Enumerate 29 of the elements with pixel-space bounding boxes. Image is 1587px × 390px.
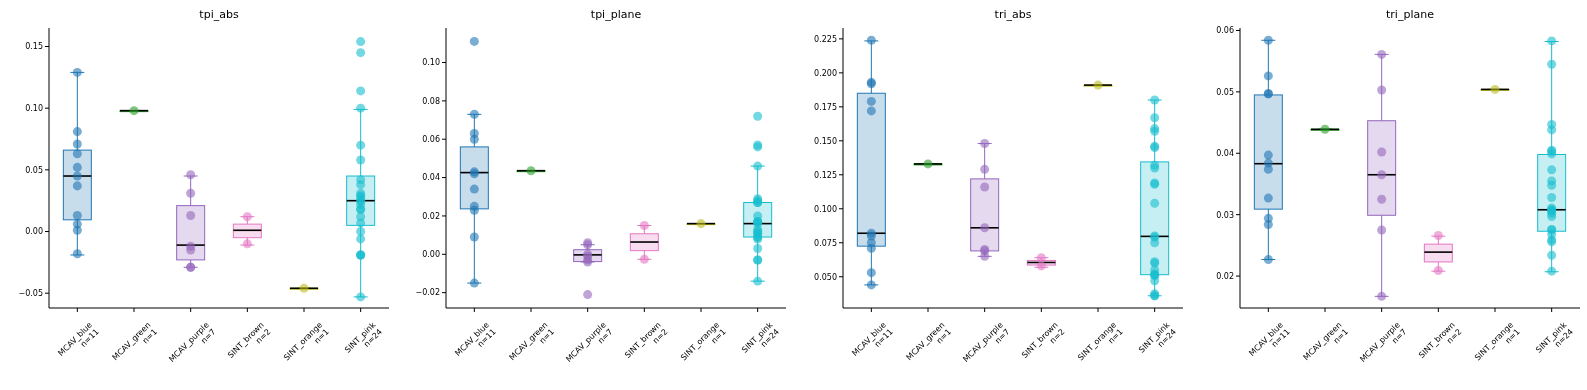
y-tick-label: 0.02 [1216, 271, 1234, 281]
y-tick-label: 0.075 [814, 238, 837, 248]
chart-title: tri_abs [993, 8, 1033, 21]
y-tick-label: 0.10 [422, 58, 440, 68]
y-tick-label: 0.05 [25, 165, 43, 175]
y-tick-label: 0.125 [814, 170, 837, 180]
y-tick-label: 0.15 [25, 42, 43, 52]
y-tick-label: 0.05 [1216, 87, 1234, 97]
y-tick-label: 0.06 [422, 135, 440, 145]
y-tick-label: −0.02 [415, 288, 440, 298]
chart-title: tpi_abs [198, 8, 240, 21]
y-tick-label: 0.100 [814, 204, 837, 214]
y-tick-label: 0.02 [422, 211, 440, 221]
y-tick-label: 0.050 [814, 272, 837, 282]
chart-title: tri_plane [1385, 8, 1435, 21]
y-tick-label: 0.08 [422, 96, 440, 106]
y-tick-label: 0.04 [422, 173, 440, 183]
y-tick-label: 0.06 [1216, 26, 1234, 36]
y-tick-label: 0.150 [814, 136, 837, 146]
y-tick-label: 0.04 [1216, 149, 1234, 159]
y-tick-label: 0.10 [25, 104, 43, 114]
chart-title: tpi_plane [589, 8, 643, 21]
y-tick-label: 0.175 [814, 102, 837, 112]
y-tick-label: 0.225 [814, 34, 837, 44]
y-tick-label: 0.200 [814, 68, 837, 78]
y-tick-label: 0.00 [25, 227, 43, 237]
y-tick-label: 0.03 [1216, 210, 1234, 220]
y-tick-label: 0.00 [422, 250, 440, 260]
y-tick-label: −0.05 [18, 289, 43, 299]
